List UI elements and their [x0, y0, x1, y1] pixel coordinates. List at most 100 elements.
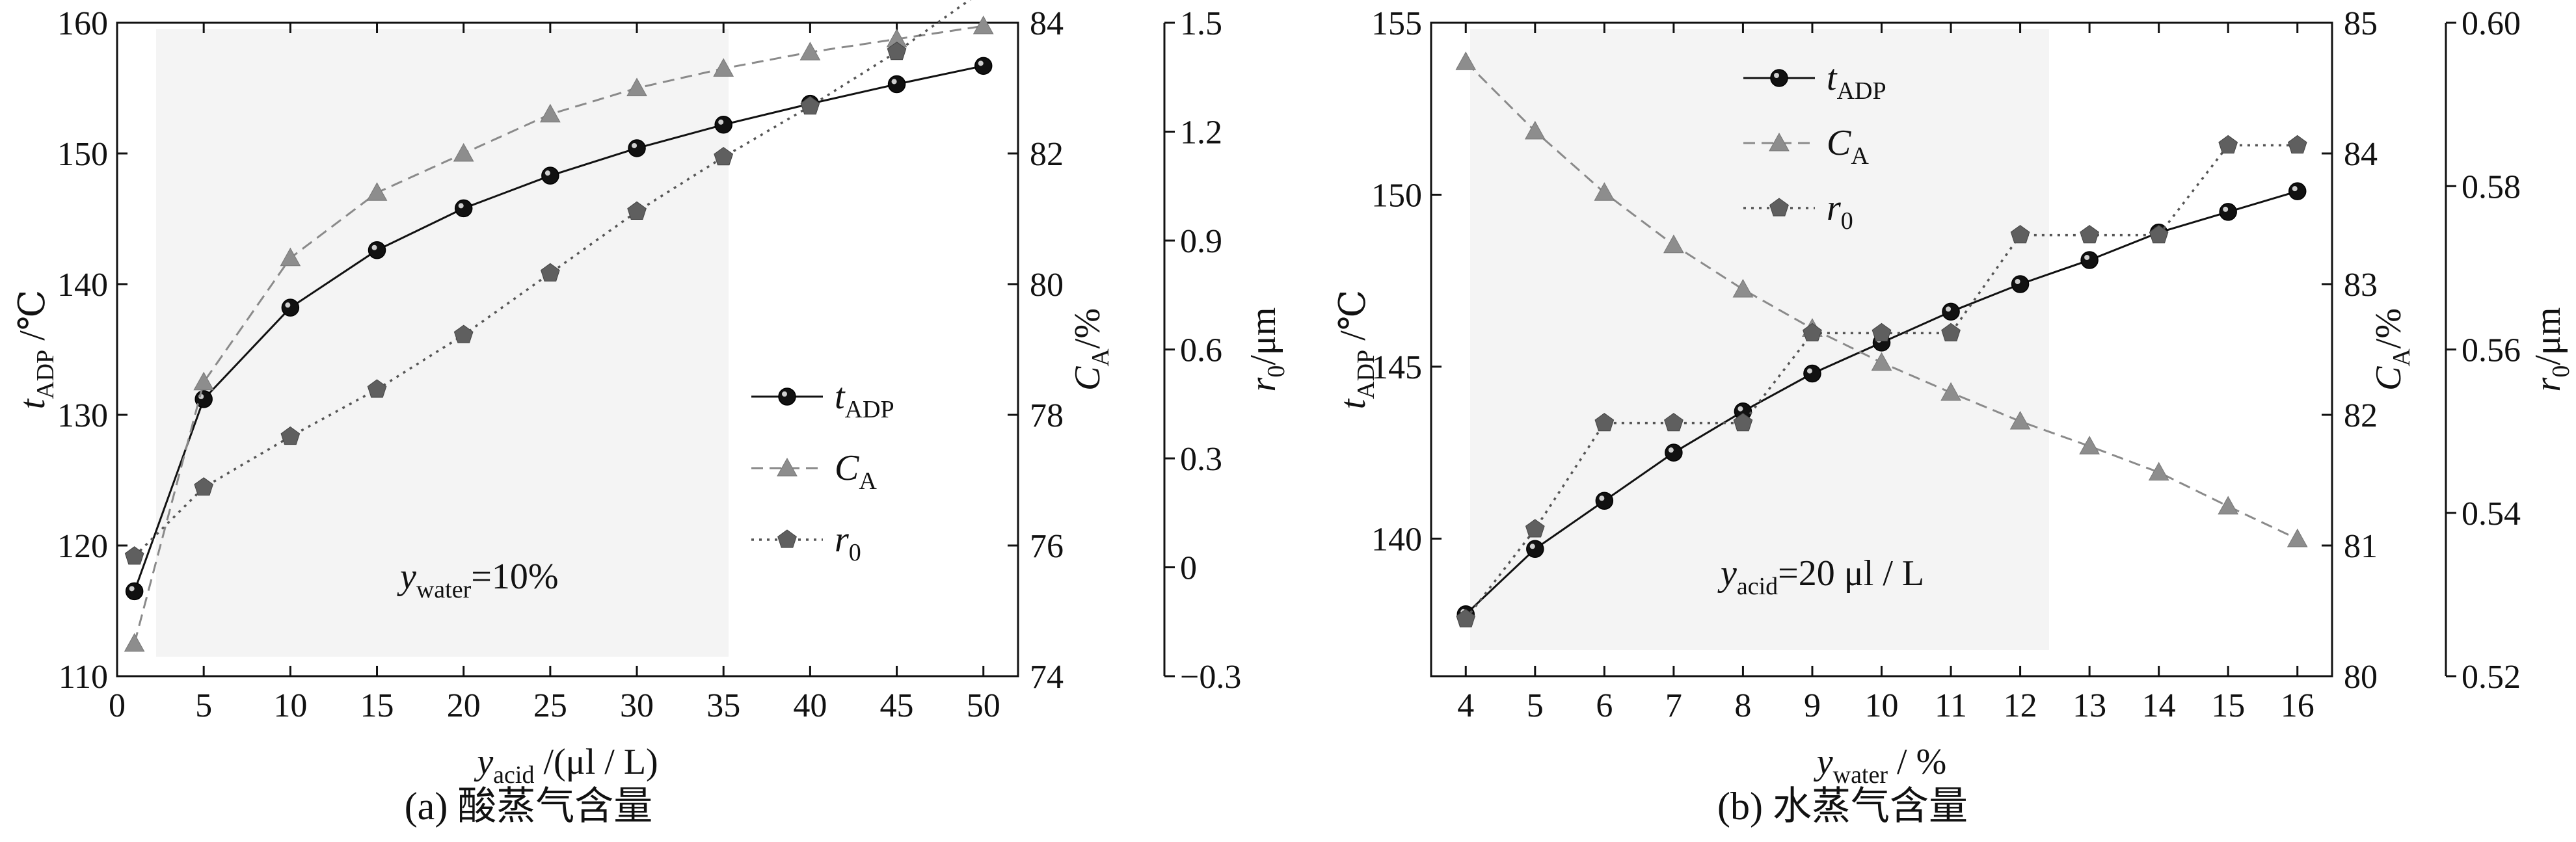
y-right1-label-group: CA/% [2368, 308, 2415, 391]
legend-label: r0 [835, 520, 861, 566]
legend-marker [1769, 132, 1790, 151]
y-right2-tick-label: −0.3 [1180, 659, 1241, 696]
y-right2-tick-label: 0.6 [1180, 332, 1222, 369]
x-tick-label: 7 [1665, 687, 1682, 724]
data-point-r0 [2149, 224, 2169, 244]
x-tick-label: 5 [195, 687, 212, 724]
data-point-r0 [194, 477, 213, 496]
panel-caption: (b) 水蒸气含量 [1717, 785, 1968, 828]
data-point-r0 [1941, 322, 1961, 341]
legend-label: tADP [1827, 58, 1886, 105]
x-tick-label: 5 [1527, 687, 1544, 724]
legend-marker [777, 529, 797, 548]
y-left-label-group: tADP /℃ [12, 290, 59, 410]
x-tick-label: 14 [2142, 687, 2176, 724]
y-left-axis-label: tADP /℃ [1333, 290, 1380, 410]
y-right2-tick-label: 0.54 [2462, 495, 2521, 533]
x-tick-label: 45 [880, 687, 914, 724]
y-left-axis-label: tADP /℃ [12, 290, 59, 410]
y-left-tick-label: 145 [1371, 349, 1422, 386]
data-point-tADP [541, 166, 559, 185]
y-right1-tick-label: 82 [1030, 136, 1064, 173]
data-point-CA [2287, 528, 2308, 547]
x-tick-label: 0 [109, 687, 126, 724]
y-left-tick-label: 150 [1371, 177, 1422, 214]
x-tick-label: 10 [273, 687, 307, 724]
data-point-tADP [1595, 492, 1614, 510]
data-point-CA [366, 182, 388, 201]
y-right1-tick-label: 85 [2344, 5, 2378, 42]
data-point-tADP [281, 298, 300, 317]
legend-label: r0 [1827, 188, 1853, 235]
data-point-CA [540, 103, 561, 123]
data-point-r0 [2287, 135, 2307, 154]
data-point-CA [1594, 182, 1615, 201]
data-point-r0 [280, 426, 301, 445]
y-right1-tick-label: 82 [2344, 397, 2378, 434]
x-tick-label: 35 [706, 687, 740, 724]
legend-label: tADP [835, 376, 894, 423]
legend-marker [1770, 69, 1788, 87]
data-point-CA [2218, 495, 2239, 515]
x-tick-label: 25 [533, 687, 567, 724]
data-point-r0 [1803, 322, 1822, 341]
x-tick-label: 6 [1596, 687, 1613, 724]
y-right2-axis-label: r0/μm [2528, 308, 2575, 392]
y-left-tick-label: 140 [1371, 521, 1422, 558]
legend-label: CA [835, 448, 877, 495]
y-left-tick-label: 120 [57, 528, 108, 565]
data-point-CA [2079, 436, 2100, 454]
y-right1-tick-label: 74 [1030, 659, 1064, 696]
x-tick-label: 50 [967, 687, 1000, 724]
data-point-r0 [2080, 224, 2099, 244]
x-tick-label: 20 [447, 687, 481, 724]
y-right1-tick-label: 83 [2344, 267, 2378, 304]
data-point-tADP [125, 582, 144, 601]
data-point-tADP [2011, 275, 2030, 293]
y-right1-axis-label: CA/% [2368, 308, 2415, 391]
y-right1-tick-label: 84 [2344, 136, 2378, 173]
legend-label: CA [1827, 123, 1869, 170]
data-point-CA [453, 142, 474, 162]
data-point-tADP [628, 139, 646, 157]
y-right2-tick-label: 0.3 [1180, 441, 1222, 478]
data-point-CA [193, 371, 215, 391]
data-point-CA [280, 247, 301, 267]
legend-marker [778, 388, 796, 406]
y-right1-tick-label: 80 [2344, 659, 2378, 696]
data-point-CA [2009, 411, 2031, 430]
data-point-tADP [1665, 443, 1683, 462]
y-left-tick-label: 150 [57, 136, 108, 173]
x-tick-label: 4 [1457, 687, 1474, 724]
data-point-tADP [2080, 251, 2099, 269]
y-right2-tick-label: 1.2 [1180, 114, 1222, 151]
plot-background [1470, 29, 2049, 650]
data-point-tADP [714, 116, 732, 134]
data-point-r0 [1733, 412, 1753, 432]
data-point-CA [973, 15, 994, 34]
x-tick-label: 30 [620, 687, 654, 724]
y-left-tick-label: 140 [57, 267, 108, 304]
y-right1-label-group: CA/% [1067, 308, 1114, 391]
data-point-r0 [1872, 322, 1892, 341]
data-point-r0 [1594, 412, 1615, 432]
data-point-r0 [2218, 135, 2238, 154]
x-tick-label: 8 [1734, 687, 1751, 724]
data-point-tADP [1942, 302, 1960, 321]
data-point-tADP [1803, 364, 1821, 383]
data-point-r0 [887, 42, 907, 60]
y-right2-label-group: r0/μm [1243, 308, 1290, 392]
data-point-r0 [1456, 609, 1476, 627]
data-point-r0 [1664, 412, 1684, 432]
data-point-tADP [368, 241, 386, 259]
y-right1-tick-label: 80 [1030, 267, 1064, 304]
data-point-tADP [1526, 540, 1544, 559]
y-right1-tick-label: 81 [2344, 528, 2378, 565]
data-point-r0 [124, 546, 144, 565]
data-point-r0 [627, 201, 647, 220]
data-point-tADP [2288, 182, 2307, 200]
data-point-r0 [541, 263, 560, 282]
plot-frame [116, 21, 1019, 678]
y-left-tick-label: 110 [59, 659, 108, 696]
